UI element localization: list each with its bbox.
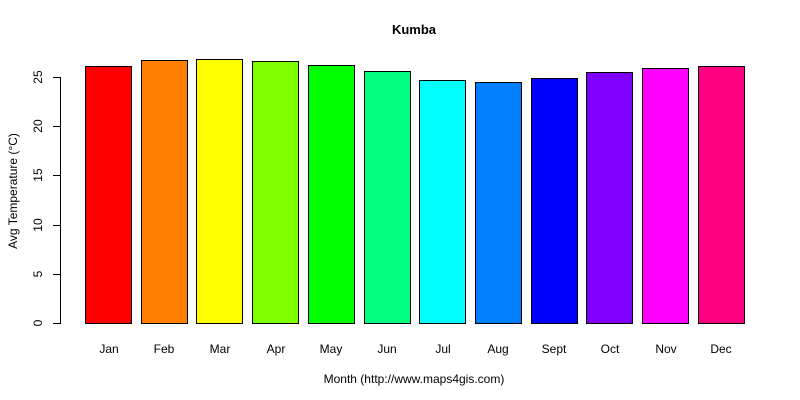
y-tick-label: 5 — [31, 270, 45, 278]
x-tick-label: Sept — [541, 342, 567, 356]
bar-mar — [196, 59, 243, 324]
x-tick-label: Apr — [266, 342, 286, 356]
bar-jun — [364, 71, 411, 324]
y-tick-label: 10 — [31, 218, 45, 232]
bar-aug — [475, 82, 522, 324]
y-tick-label: 20 — [31, 119, 45, 133]
y-tick — [53, 274, 60, 275]
y-tick-label: 0 — [31, 319, 45, 327]
bar-dec — [698, 66, 745, 324]
y-tick-label: 15 — [31, 168, 45, 182]
x-tick-label: Oct — [600, 342, 620, 356]
y-axis-label: Avg Temperature (°C) — [6, 133, 20, 249]
bar-oct — [586, 72, 633, 324]
bar-sept — [531, 78, 578, 324]
bar-jan — [85, 66, 132, 324]
x-tick-label: Jul — [435, 342, 451, 356]
x-axis-label: Month (http://www.maps4gis.com) — [323, 372, 505, 386]
y-tick — [53, 323, 60, 324]
y-tick-label: 25 — [31, 70, 45, 84]
y-tick — [53, 126, 60, 127]
y-tick — [53, 175, 60, 176]
x-tick-label: Aug — [487, 342, 509, 356]
x-tick-label: May — [319, 342, 343, 356]
bar-feb — [141, 60, 188, 324]
x-tick-label: Jan — [99, 342, 119, 356]
y-axis — [60, 77, 61, 324]
x-tick-label: Nov — [655, 342, 677, 356]
chart-title: Kumba — [391, 22, 437, 37]
x-tick-label: Jun — [377, 342, 397, 356]
bar-jul — [419, 80, 466, 324]
bar-apr — [252, 61, 299, 324]
y-tick — [53, 225, 60, 226]
x-tick-label: Feb — [153, 342, 175, 356]
bar-nov — [642, 68, 689, 324]
y-tick — [53, 77, 60, 78]
x-tick-label: Mar — [209, 342, 231, 356]
bar-may — [308, 65, 355, 324]
x-tick-label: Dec — [710, 342, 732, 356]
